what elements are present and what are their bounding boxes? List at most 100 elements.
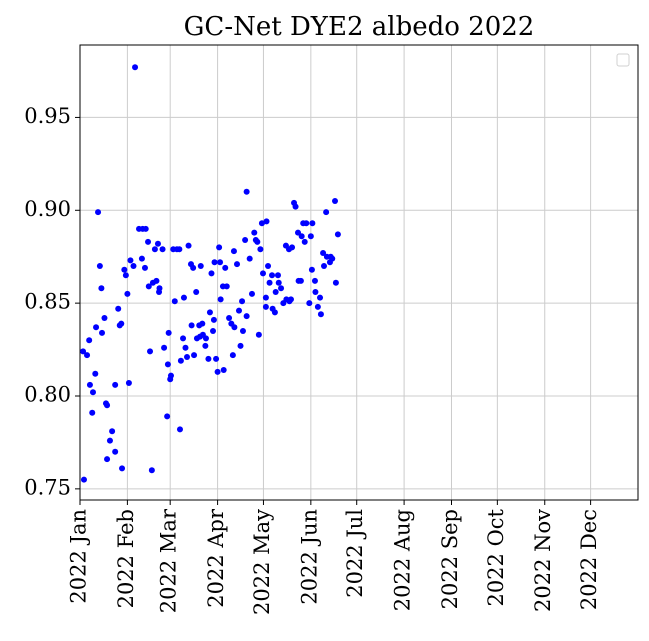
point (246, 255, 253, 262)
point (314, 303, 321, 310)
point (239, 328, 246, 334)
point (262, 303, 269, 310)
point (208, 270, 215, 277)
point (89, 409, 96, 416)
x-tick-label: 2022 Jul (343, 509, 367, 598)
point (317, 311, 324, 318)
point (106, 437, 113, 444)
point (265, 263, 272, 269)
point (231, 324, 238, 331)
point (235, 307, 242, 314)
point (229, 352, 236, 359)
point (306, 300, 313, 307)
point (220, 367, 227, 373)
point (210, 316, 217, 323)
point (98, 285, 105, 292)
point (145, 238, 152, 245)
point (86, 381, 93, 388)
point (334, 231, 341, 238)
point (320, 263, 327, 269)
x-tick-label: 2022 Mar (157, 508, 181, 613)
point (323, 209, 330, 216)
point (258, 220, 265, 227)
point (115, 305, 122, 312)
point (104, 402, 111, 409)
point (142, 225, 149, 232)
point (154, 240, 161, 247)
point (320, 250, 327, 256)
point (332, 279, 339, 286)
point (263, 218, 270, 225)
x-tick-label: 2022 May (250, 509, 274, 615)
point (156, 285, 163, 292)
point (206, 309, 213, 316)
point (112, 381, 119, 388)
point (295, 229, 302, 236)
point (213, 355, 220, 362)
point (257, 246, 264, 253)
point (197, 263, 204, 269)
point (167, 372, 174, 379)
point (190, 264, 197, 271)
y-tick-label: 0.90 (24, 197, 71, 221)
point (255, 331, 262, 338)
y-tick-label: 0.85 (24, 290, 71, 314)
point (138, 255, 145, 262)
point (272, 289, 279, 295)
x-tick-label: 2022 Oct (484, 508, 508, 606)
point (301, 238, 308, 245)
point (121, 266, 128, 273)
point (205, 355, 212, 362)
point (309, 220, 316, 227)
point (127, 257, 134, 264)
point (80, 476, 87, 483)
point (331, 198, 338, 204)
point (312, 289, 319, 295)
point (132, 64, 139, 71)
point (92, 370, 99, 377)
point (104, 456, 111, 463)
point (164, 361, 171, 368)
point (148, 467, 155, 474)
point (180, 294, 187, 301)
point (269, 272, 276, 279)
point (165, 329, 172, 336)
point (151, 246, 158, 253)
x-tick-label: 2022 Aug (391, 509, 415, 611)
point (199, 320, 206, 327)
point (180, 335, 187, 342)
point (242, 237, 249, 243)
point (191, 352, 198, 359)
point (274, 272, 281, 279)
point (202, 342, 209, 349)
point (119, 465, 126, 472)
point (222, 264, 229, 271)
x-tick-label: 2022 Apr (204, 508, 228, 608)
point (226, 315, 233, 321)
point (298, 233, 305, 240)
point (202, 335, 209, 342)
point (214, 368, 221, 375)
y-tick-label: 0.95 (24, 104, 71, 128)
point (193, 289, 200, 295)
x-tick-label: 2022 Jun (297, 509, 321, 605)
point (96, 263, 103, 269)
point (287, 296, 294, 303)
point (275, 279, 282, 286)
point (84, 352, 91, 359)
point (234, 261, 241, 268)
point (217, 259, 224, 266)
point (216, 244, 223, 251)
point (122, 272, 129, 279)
point (101, 315, 108, 321)
legend-box (616, 53, 630, 67)
point (176, 426, 183, 433)
point (254, 238, 261, 245)
point (124, 290, 131, 297)
point (297, 277, 304, 284)
point (243, 188, 250, 195)
point (303, 220, 310, 227)
point (289, 244, 296, 251)
point (164, 413, 171, 420)
point (317, 294, 324, 301)
